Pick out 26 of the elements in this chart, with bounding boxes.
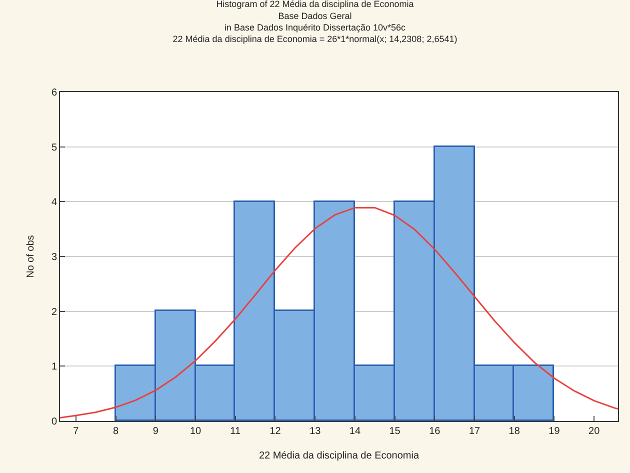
y-tick-label: 1 [51, 362, 58, 373]
x-axis-title: 22 Média da disciplina de Economia [258, 450, 420, 462]
y-tick-label: 6 [51, 88, 58, 98]
x-tick-label: 16 [429, 426, 441, 437]
y-tick-label: 2 [51, 306, 58, 318]
x-tick-label: 17 [468, 426, 481, 437]
y-tick-label: 3 [51, 252, 58, 263]
y-tick-label: 5 [51, 142, 58, 154]
x-tick-label: 19 [548, 426, 560, 437]
x-tick-label: 7 [73, 426, 80, 437]
chart-subtitle: Base Dados Geral in Base Dados Inquérito Dissertação 10v*56c 22 Média da disciplina de Economia = 26*1*normal(x; 14,2308; 2,6541) [172, 10, 458, 44]
y-tick-label: 0 [51, 416, 58, 428]
y-tick-label: 4 [51, 197, 58, 208]
x-tick-label: 18 [508, 426, 520, 437]
x-tick-label: 12 [270, 426, 282, 437]
x-tick-label: 20 [588, 426, 600, 437]
chart-title: Histogram of 22 Média da disciplina de Economia [216, 0, 414, 10]
x-tick-label: 8 [113, 426, 120, 437]
x-tick-label: 14 [349, 426, 361, 437]
x-tick-label: 13 [310, 426, 322, 437]
line-series [60, 206, 618, 418]
y-axis-title: No of obs [25, 235, 36, 278]
x-tick-label: 11 [230, 426, 241, 437]
x-tick-label: 10 [190, 426, 202, 437]
x-tick-label: 9 [152, 426, 159, 437]
x-tick-label: 15 [389, 426, 401, 437]
